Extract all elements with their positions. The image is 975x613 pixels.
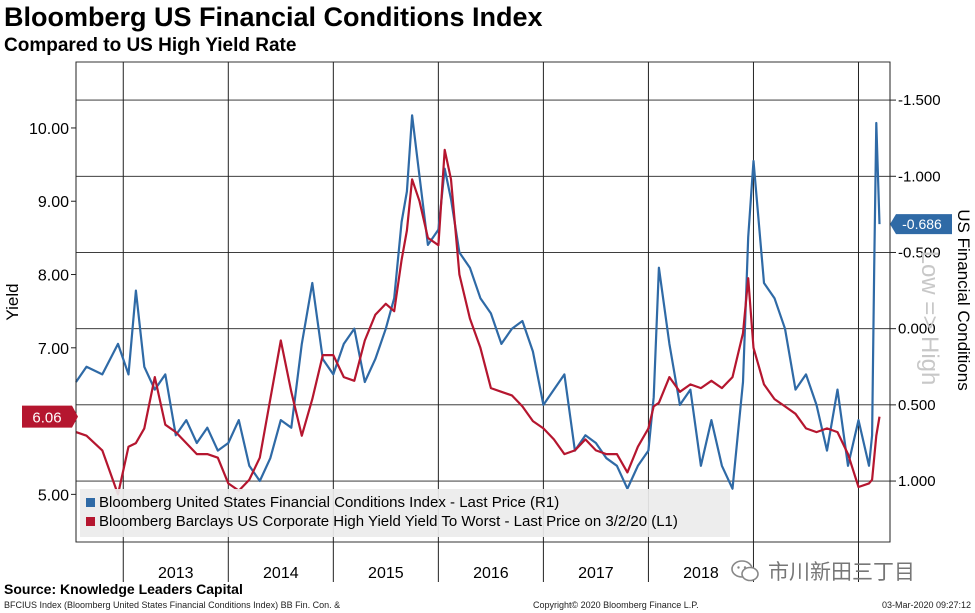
source-note: Source: Knowledge Leaders Capital — [4, 581, 243, 597]
right-axis-tick-label: 0.500 — [898, 397, 936, 414]
watermark: 市川新田三丁目 — [730, 556, 915, 586]
fci-last-price-label: -0.686 — [902, 216, 942, 232]
left-axis-tick-label: 9.00 — [38, 194, 69, 211]
legend-label-fci: Bloomberg United States Financial Condit… — [99, 494, 559, 511]
right-axis-tick-label: -1.500 — [898, 92, 941, 109]
left-axis-label: Yield — [3, 283, 22, 320]
hy-yield-line — [75, 148, 881, 496]
legend-box — [80, 489, 730, 537]
hy-last-price-label: 6.06 — [32, 410, 61, 427]
x-axis-year-label: 2014 — [263, 565, 299, 582]
footer-copyright: Copyright© 2020 Bloomberg Finance L.P. — [533, 600, 699, 610]
right-axis-tick-label: 1.000 — [898, 473, 936, 490]
left-axis-tick-label: 5.00 — [38, 487, 69, 504]
legend-label-hy: Bloomberg Barclays US Corporate High Yie… — [99, 513, 678, 530]
footer-series-description: BFCIUS Index (Bloomberg United States Fi… — [4, 600, 341, 610]
footer-timestamp: 03-Mar-2020 09:27:12 — [881, 600, 971, 610]
x-axis-year-label: 2013 — [158, 565, 194, 582]
hy-last-price-flag — [22, 405, 78, 428]
x-axis-year-label: 2015 — [368, 565, 404, 582]
right-axis-tick-label: 0.000 — [898, 321, 936, 338]
x-axis-year-label: 2017 — [578, 565, 614, 582]
x-axis-year-label: 2016 — [473, 565, 509, 582]
left-axis-tick-label: 8.00 — [38, 268, 69, 285]
legend-swatch-fci — [86, 498, 95, 507]
legend-swatch-hy — [86, 517, 95, 526]
fci-last-price-flag — [890, 214, 952, 235]
x-axis-year-label: 2018 — [683, 565, 719, 582]
wechat-icon — [731, 560, 759, 582]
right-axis-tick-label: -1.000 — [898, 168, 941, 185]
right-axis-label: US Financial Conditions — [954, 209, 973, 390]
left-axis-tick-label: 7.00 — [38, 341, 69, 358]
left-axis-tick-label: 10.00 — [29, 121, 69, 138]
chart-title: Bloomberg US Financial Conditions Index — [4, 2, 543, 32]
chart-subtitle: Compared to US High Yield Rate — [4, 35, 297, 56]
right-axis-tick-label: -0.500 — [898, 244, 941, 261]
fci-line — [75, 114, 881, 490]
watermark-text: 市川新田三丁目 — [768, 561, 915, 584]
right-axis-annotation: Low => High — [916, 251, 943, 386]
